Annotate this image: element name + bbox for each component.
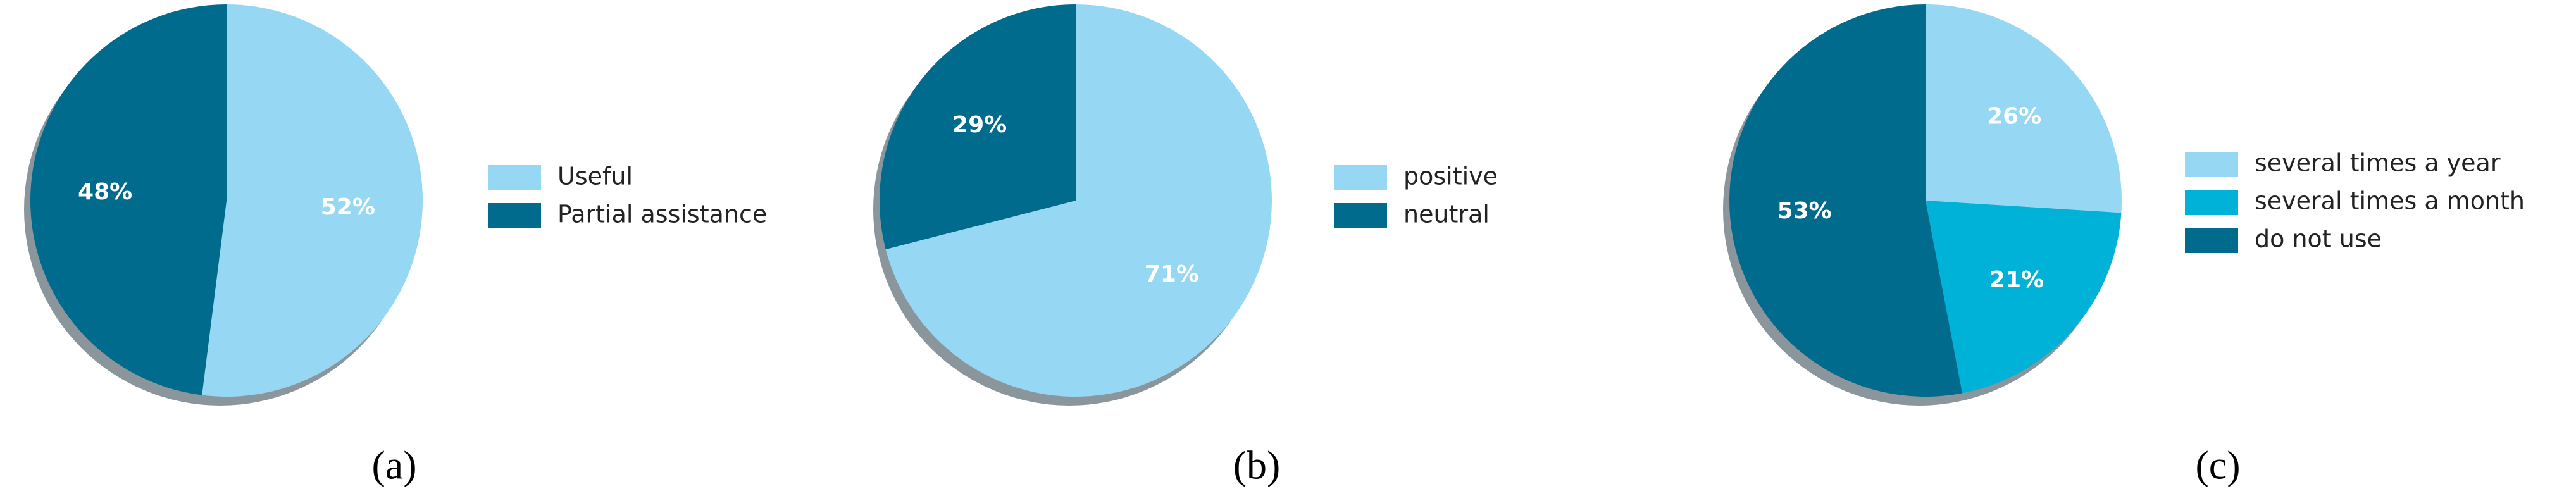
value-label: 29%: [952, 112, 1007, 138]
pie-slice: [202, 4, 423, 397]
legend-swatch: [2185, 228, 2238, 253]
legend-label: Partial assistance: [557, 201, 767, 228]
value-label: 21%: [1989, 267, 2044, 293]
legend-swatch: [2185, 152, 2238, 177]
pie: 71% 29%: [873, 4, 1272, 406]
legend-swatch: [2185, 190, 2238, 215]
value-label: 48%: [78, 179, 132, 205]
legend-label: Useful: [557, 163, 633, 190]
legend-label: neutral: [1403, 201, 1490, 228]
pie-slice: [1729, 4, 1963, 397]
legend-swatch: [488, 203, 541, 228]
legend-swatch: [1334, 165, 1387, 190]
value-label: 52%: [321, 194, 375, 220]
legend-label: do not use: [2255, 225, 2382, 253]
legend-label: positive: [1403, 163, 1498, 190]
pie: 26% 21% 53%: [1723, 4, 2122, 406]
caption: (a): [371, 443, 416, 488]
legend-label: several times a month: [2255, 187, 2525, 215]
pie-slice: [30, 4, 227, 395]
value-label: 71%: [1145, 261, 1199, 287]
pie-slice: [1926, 4, 2122, 213]
pie-slice: [880, 4, 1076, 250]
value-label: 26%: [1987, 103, 2041, 129]
caption: (c): [2195, 443, 2240, 488]
legend-swatch: [488, 165, 541, 190]
legend-label: several times a year: [2255, 149, 2501, 177]
pie: 52% 48%: [24, 4, 423, 406]
legend-swatch: [1334, 203, 1387, 228]
value-label: 53%: [1777, 198, 1832, 224]
pie-slice: [885, 4, 1272, 397]
pie-slice: [1926, 201, 2122, 394]
caption: (b): [1233, 443, 1281, 488]
